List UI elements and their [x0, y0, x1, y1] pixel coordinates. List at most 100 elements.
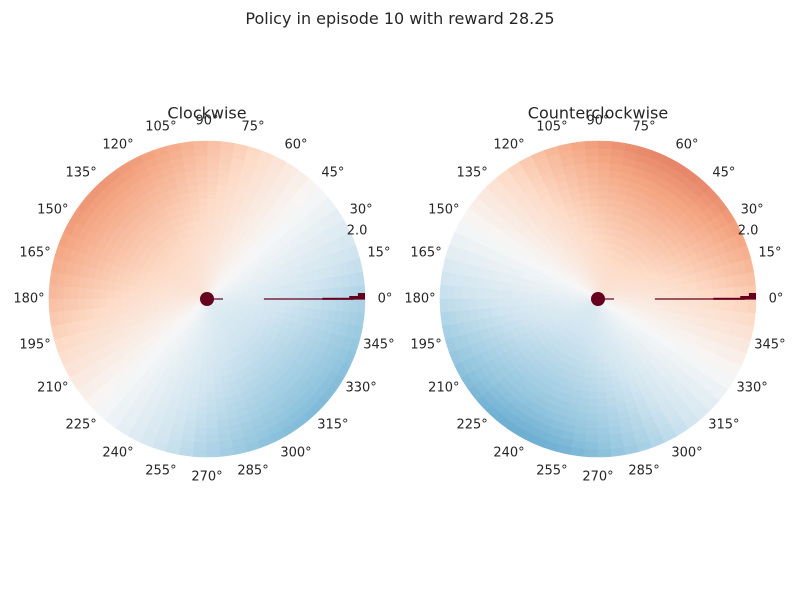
heatmap-cell	[647, 303, 656, 310]
heatmap-cell	[206, 405, 218, 415]
heatmap-cell	[518, 298, 527, 307]
clockwise-polar-plot: 0° 15° 30° 45° 60° 75° 90° 105° 120° 135° 150° 165°…	[13, 104, 394, 485]
heatmap-cell	[583, 140, 599, 150]
heatmap-cell	[597, 248, 603, 257]
heatmap-cell	[206, 384, 216, 393]
heatmap-cell	[271, 292, 280, 300]
heatmap-cell	[202, 341, 208, 350]
heatmap-cell	[587, 348, 594, 357]
heatmap-cell	[676, 298, 685, 307]
heatmap-cell	[610, 141, 626, 151]
heatmap-cell	[256, 303, 265, 310]
heatmap-cell	[313, 288, 323, 300]
subplot-title: Counterclockwise	[528, 104, 668, 123]
heatmap-cell	[197, 398, 208, 408]
heatmap-cell	[597, 441, 612, 451]
heatmap-cell	[591, 226, 599, 235]
heatmap-cell	[199, 219, 208, 228]
theta-tick-label: 345°	[754, 338, 785, 353]
heatmap-cell	[597, 147, 612, 157]
heatmap-cell	[214, 205, 224, 215]
radial-tick-label: 2.0	[347, 224, 368, 239]
heatmap-cell	[580, 390, 591, 400]
theta-tick-label: 0°	[769, 292, 784, 307]
radial-marker-bar	[713, 297, 745, 300]
heatmap-cell	[206, 398, 217, 408]
heatmap-cell	[206, 413, 218, 422]
heatmap-cell	[585, 434, 599, 443]
theta-tick-label: 150°	[37, 203, 68, 218]
heatmap-cell	[213, 212, 223, 222]
heatmap-cell	[525, 292, 534, 300]
heatmap-cell	[204, 320, 208, 329]
theta-tick-label: 165°	[19, 245, 50, 260]
heatmap-cell	[98, 298, 108, 309]
center-marker	[591, 292, 605, 306]
heatmap-cell	[196, 183, 208, 193]
heatmap-cell	[192, 369, 202, 379]
heatmap-cell	[547, 294, 556, 300]
theta-tick-label: 60°	[675, 137, 698, 152]
heatmap-cell	[597, 226, 605, 235]
heatmap-cell	[597, 448, 613, 458]
heatmap-cell	[719, 298, 728, 311]
heatmap-cell	[306, 289, 316, 300]
heatmap-cell	[597, 262, 602, 271]
heatmap-cell	[589, 384, 599, 393]
theta-tick-label: 210°	[37, 381, 68, 396]
heatmap-cell	[597, 269, 601, 278]
heatmap-cell	[335, 298, 344, 312]
heatmap-cell	[355, 311, 365, 327]
heatmap-cell	[163, 294, 172, 300]
heatmap-cell	[206, 183, 218, 193]
heatmap-cell	[597, 377, 606, 386]
heatmap-cell	[461, 286, 470, 300]
heatmap-cell	[590, 212, 599, 221]
heatmap-cell	[194, 155, 208, 164]
heatmap-cell	[194, 427, 208, 436]
theta-tick-label: 60°	[284, 137, 307, 152]
heatmap-cell	[291, 306, 301, 316]
heatmap-cell	[206, 226, 214, 235]
heatmap-cell	[199, 370, 208, 379]
heatmap-cell	[597, 434, 611, 443]
heatmap-cell	[206, 420, 219, 429]
heatmap-cell	[84, 288, 93, 300]
heatmap-cell	[676, 291, 685, 300]
theta-tick-label: 90°	[586, 114, 609, 129]
radial-marker-bar	[740, 296, 750, 300]
heatmap-cell	[306, 298, 316, 309]
theta-tick-label: 330°	[345, 381, 376, 396]
heatmap-cell	[597, 219, 606, 228]
heatmap-cell	[179, 141, 195, 151]
heatmap-cell	[489, 289, 499, 300]
heatmap-cell	[219, 447, 235, 457]
heatmap-cell	[533, 298, 542, 305]
theta-tick-label: 345°	[363, 338, 394, 353]
heatmap-cell	[206, 262, 211, 271]
heatmap-cell	[597, 198, 608, 207]
heatmap-cell	[142, 293, 151, 300]
heatmap-cell	[597, 405, 609, 415]
heatmap-cell	[77, 287, 86, 300]
heatmap-cell	[619, 298, 628, 302]
heatmap-cell	[647, 298, 656, 305]
heatmap-cell	[593, 334, 599, 343]
heatmap-cell	[55, 285, 65, 300]
heatmap-cell	[654, 293, 663, 300]
heatmap-cell	[597, 255, 603, 264]
heatmap-cell	[113, 298, 122, 308]
heatmap-cell	[597, 384, 607, 393]
heatmap-cell	[149, 293, 158, 300]
heatmap-cell	[49, 271, 59, 287]
heatmap-cell	[504, 282, 514, 292]
heatmap-cell	[497, 306, 507, 317]
heatmap-cell	[746, 271, 756, 287]
heatmap-cell	[84, 298, 93, 310]
theta-tick-label: 225°	[65, 417, 96, 432]
heatmap-cell	[583, 369, 593, 379]
heatmap-cell	[170, 295, 179, 300]
heatmap-cell	[196, 405, 208, 415]
theta-tick-label: 30°	[350, 203, 373, 218]
heatmap-cell	[91, 288, 101, 300]
